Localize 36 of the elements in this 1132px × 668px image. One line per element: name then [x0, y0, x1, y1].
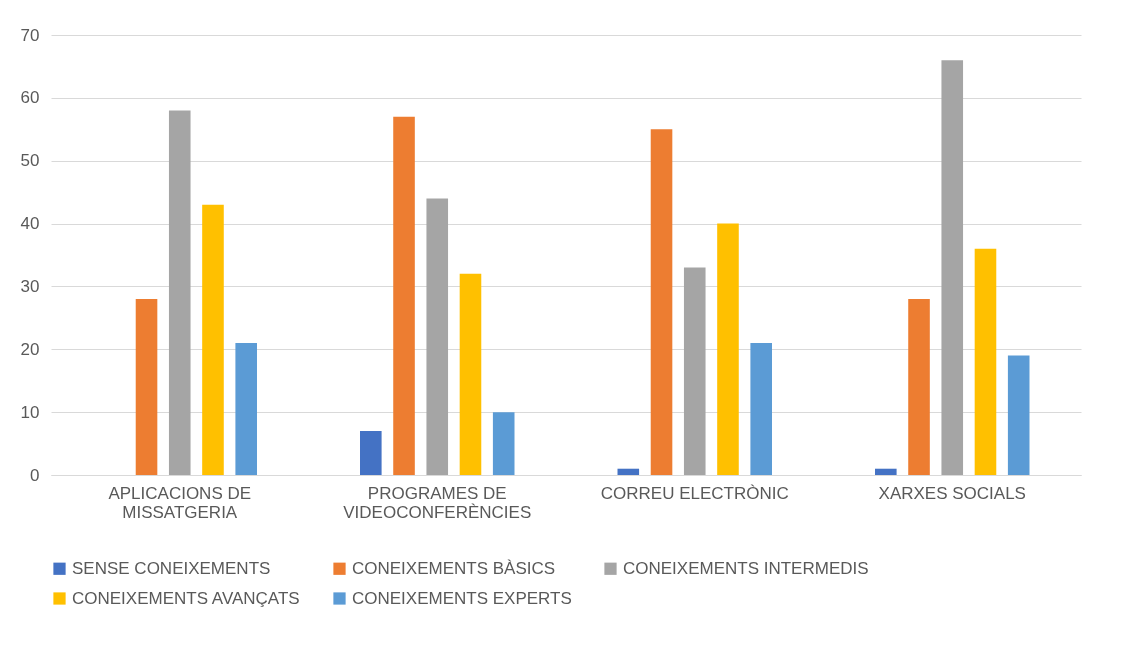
x-tick-label: XARXES SOCIALS: [878, 483, 1026, 503]
bar: [168, 110, 191, 475]
bar: [650, 129, 673, 475]
bar: [459, 273, 482, 475]
bar: [974, 248, 997, 475]
legend-label: CONEIXEMENTS EXPERTS: [352, 588, 572, 608]
bar: [1007, 355, 1030, 475]
y-tick-label: 20: [20, 339, 40, 359]
y-tick-label: 40: [20, 214, 40, 234]
y-tick-label: 30: [20, 276, 40, 296]
legend-label: CONEIXEMENTS INTERMEDIS: [623, 558, 869, 578]
bar: [908, 299, 930, 475]
bar: [717, 223, 739, 475]
x-tick-label: CORREU ELECTRÒNIC: [600, 483, 789, 503]
legend-label: SENSE CONEIXEMENTS: [72, 558, 271, 578]
x-tick-label: APLICACIONS DE MISSATGERIA: [108, 483, 252, 522]
bar: [875, 468, 897, 475]
y-tick-label: 70: [20, 25, 40, 45]
legend-label: CONEIXEMENTS AVANÇATS: [72, 588, 300, 608]
bar: [135, 299, 158, 475]
bar: [360, 431, 382, 475]
bar: [492, 412, 515, 475]
y-tick-label: 50: [20, 151, 40, 171]
bar: [426, 198, 449, 475]
bar: [683, 267, 706, 475]
y-tick-label: 60: [20, 88, 40, 108]
y-tick-label: 0: [30, 465, 40, 485]
bar: [617, 468, 640, 475]
bar: [202, 204, 224, 475]
bar: [750, 343, 772, 475]
legend-label: CONEIXEMENTS BÀSICS: [352, 558, 556, 578]
y-tick-label: 10: [20, 402, 40, 422]
bar: [393, 116, 415, 475]
x-tick-label: PROGRAMES DE VIDEOCONFERÈNCIES: [343, 483, 532, 522]
bar: [235, 343, 257, 475]
bar: [941, 60, 964, 475]
